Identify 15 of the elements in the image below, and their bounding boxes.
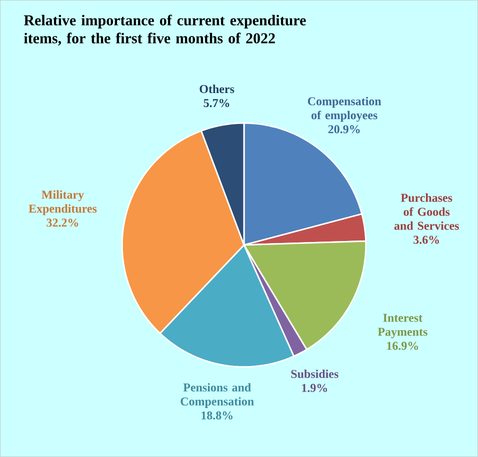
data-label: 20.9% [328,125,360,134]
data-label: 1.9% [302,384,328,392]
slice-label: Others [200,84,234,94]
data-label: 32.2% [46,218,78,227]
slice-label: Compensation of employees [308,96,382,122]
slice-label: Pensions and Compensation [180,383,254,408]
data-label: 5.7% [204,98,230,108]
data-label: 18.8% [202,411,232,420]
chart-title: Relative importance of current expenditure items, for the first five months of 2022 [24,14,306,46]
data-label: 16.9% [387,342,418,350]
slice-label: Subsidies [291,370,338,378]
data-label: 3.6% [414,236,439,244]
slice-label: Purchases of Goods and Services [394,193,459,230]
slice-label: Military Expenditures [28,190,97,216]
slice-label: Interest Payments [378,314,428,338]
